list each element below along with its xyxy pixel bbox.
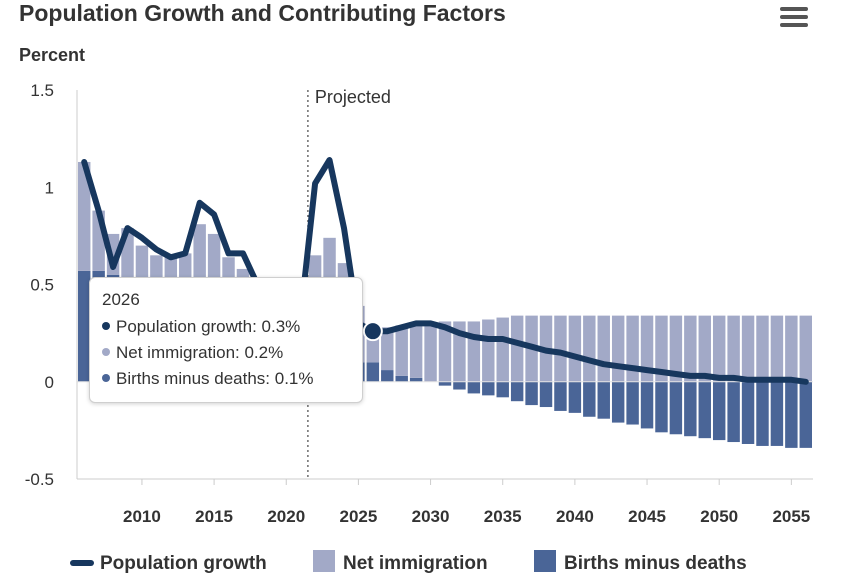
net-immigration-bar bbox=[583, 315, 596, 382]
births-minus-deaths-legend-label: Births minus deaths bbox=[564, 553, 747, 574]
births-minus-deaths-bar bbox=[684, 381, 697, 437]
births-minus-deaths-bar bbox=[669, 381, 683, 435]
hovered-data-point[interactable] bbox=[362, 321, 383, 342]
y-tick-label: -0.5 bbox=[25, 470, 54, 489]
net-immigration-bar bbox=[424, 323, 437, 382]
births-minus-deaths-bar bbox=[597, 381, 610, 419]
x-tick-label: 2030 bbox=[412, 507, 450, 526]
net-immigration-bar bbox=[727, 315, 740, 382]
y-axis-title: Percent bbox=[19, 45, 85, 65]
tooltip-row-net-immigration: Net immigration: 0.2% bbox=[102, 340, 350, 366]
net-immigration-bar bbox=[770, 315, 784, 382]
births-minus-deaths-bar bbox=[799, 381, 812, 448]
y-tick-label: 0 bbox=[45, 373, 54, 392]
births-minus-deaths-bar bbox=[539, 381, 553, 408]
births-minus-deaths-bar bbox=[453, 381, 466, 390]
tooltip-row-births-minus-deaths: Births minus deaths: 0.1% bbox=[102, 366, 350, 392]
net-immigration-bar bbox=[741, 315, 755, 382]
net-immigration-bar bbox=[756, 315, 769, 382]
net-immigration-bar bbox=[467, 321, 481, 382]
x-tick-label: 2015 bbox=[195, 507, 233, 526]
net-immigration-bar bbox=[799, 315, 812, 382]
x-tick-label: 2055 bbox=[772, 507, 810, 526]
births-minus-deaths-bar bbox=[496, 381, 509, 398]
x-tick-label: 2010 bbox=[123, 507, 161, 526]
births-minus-deaths-bar bbox=[568, 381, 582, 413]
tooltip-row-population-growth: Population growth: 0.3% bbox=[102, 314, 350, 340]
net-immigration-bar bbox=[482, 319, 495, 382]
x-tick-label: 2040 bbox=[556, 507, 594, 526]
net-immigration-bar bbox=[510, 315, 524, 382]
births-minus-deaths-bar bbox=[756, 381, 769, 446]
net-immigration-bar bbox=[669, 315, 683, 382]
births-minus-deaths-bar bbox=[525, 381, 538, 406]
x-tick-label: 2045 bbox=[628, 507, 666, 526]
tooltip-row-text: Births minus deaths: 0.1% bbox=[116, 369, 314, 388]
births-minus-deaths-bar bbox=[554, 381, 567, 411]
net-immigration-bar bbox=[698, 315, 711, 382]
net-immigration-bar bbox=[381, 327, 394, 371]
births-minus-deaths-bar bbox=[510, 381, 524, 402]
net-immigration-bar bbox=[712, 315, 726, 382]
net-immigration-bar bbox=[438, 321, 452, 382]
hamburger-menu-icon[interactable] bbox=[780, 7, 808, 29]
net-immigration-bar bbox=[554, 315, 567, 382]
net-immigration-bar bbox=[395, 325, 408, 376]
x-tick-label: 2025 bbox=[339, 507, 377, 526]
tooltip-year: 2026 bbox=[102, 290, 140, 309]
y-tick-label: 1 bbox=[45, 178, 54, 197]
net-immigration-legend-label: Net immigration bbox=[343, 553, 488, 574]
births-minus-deaths-marker-icon bbox=[102, 374, 110, 382]
tooltip: 2026 Population growth: 0.3% Net immigra… bbox=[89, 277, 363, 403]
net-immigration-bar bbox=[78, 161, 91, 271]
population-growth-line bbox=[81, 157, 809, 385]
births-minus-deaths-bar bbox=[381, 370, 394, 382]
births-minus-deaths-bar bbox=[395, 375, 408, 382]
tooltip-row-text: Population growth: 0.3% bbox=[116, 317, 301, 336]
births-minus-deaths-bar bbox=[785, 381, 798, 448]
births-minus-deaths-bar bbox=[467, 381, 481, 394]
net-immigration-bar bbox=[626, 315, 639, 382]
births-minus-deaths-bar bbox=[712, 381, 726, 441]
net-immigration-bar bbox=[611, 315, 625, 382]
births-minus-deaths-bar bbox=[366, 362, 380, 382]
net-immigration-bar bbox=[496, 317, 509, 382]
net-immigration-bar bbox=[785, 315, 798, 382]
x-tick-label: 2020 bbox=[267, 507, 305, 526]
net-immigration-bar bbox=[684, 315, 697, 382]
births-minus-deaths-bar bbox=[727, 381, 740, 443]
births-minus-deaths-bar bbox=[438, 381, 452, 386]
chart-title: Population Growth and Contributing Facto… bbox=[19, 0, 506, 26]
births-minus-deaths-bar bbox=[482, 381, 495, 396]
net-immigration-bar bbox=[655, 315, 668, 382]
net-immigration-marker-icon bbox=[102, 348, 110, 356]
births-minus-deaths-bar bbox=[409, 377, 423, 382]
births-minus-deaths-bar bbox=[78, 270, 91, 382]
births-minus-deaths-bar bbox=[583, 381, 596, 417]
y-tick-label: 0.5 bbox=[30, 276, 54, 295]
population-growth-legend-label: Population growth bbox=[100, 553, 267, 574]
population-growth-marker-icon bbox=[102, 322, 110, 330]
births-minus-deaths-bar bbox=[640, 381, 654, 429]
y-tick-label: 1.5 bbox=[30, 81, 54, 100]
projected-label: Projected bbox=[315, 87, 391, 107]
births-minus-deaths-bar bbox=[611, 381, 625, 423]
x-tick-label: 2035 bbox=[484, 507, 522, 526]
x-tick-label: 2050 bbox=[700, 507, 738, 526]
births-minus-deaths-bar bbox=[626, 381, 639, 425]
net-immigration-legend-swatch bbox=[313, 550, 335, 572]
births-minus-deaths-bar bbox=[741, 381, 755, 444]
net-immigration-bar bbox=[568, 315, 582, 382]
births-minus-deaths-bar bbox=[698, 381, 711, 439]
births-minus-deaths-bar bbox=[655, 381, 668, 433]
births-minus-deaths-bar bbox=[770, 381, 784, 446]
net-immigration-bar bbox=[640, 315, 654, 382]
births-minus-deaths-legend-swatch bbox=[534, 550, 556, 572]
net-immigration-bar bbox=[597, 315, 610, 382]
net-immigration-bar bbox=[409, 323, 423, 378]
tooltip-row-text: Net immigration: 0.2% bbox=[116, 343, 284, 362]
